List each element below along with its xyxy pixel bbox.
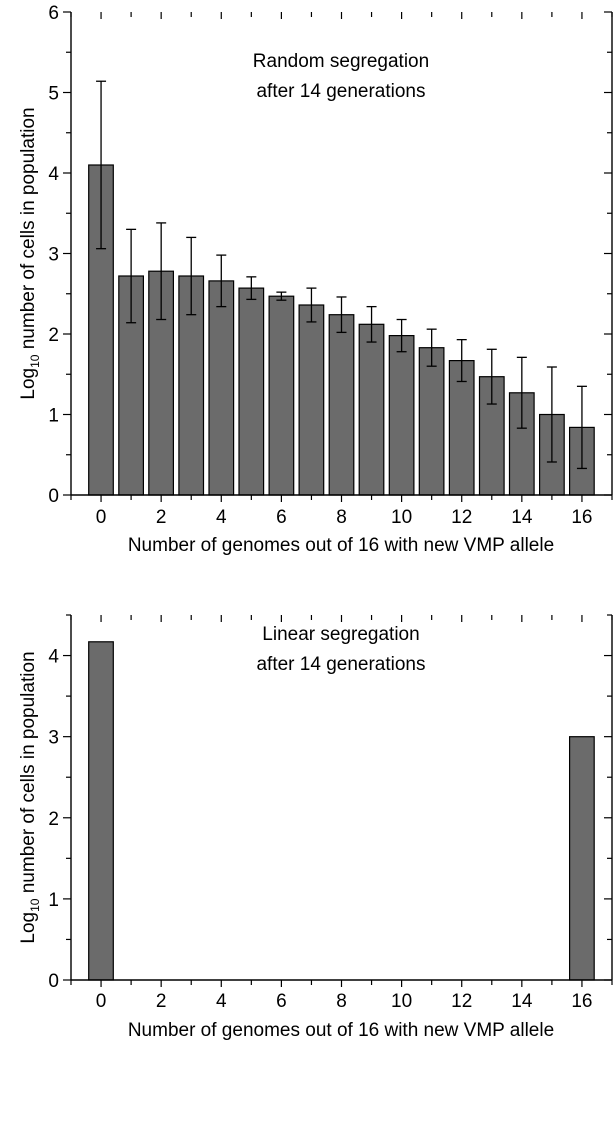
x-tick-label: 8 [336,991,347,1012]
bar-6 [268,295,295,496]
error-bar-12 [456,338,467,383]
x-tick-label: 12 [451,991,472,1012]
bar-16 [568,736,595,981]
annotation-line-2: after 14 generations [256,81,425,102]
x-tick-label: 2 [156,991,167,1012]
x-tick-label: 8 [336,507,347,528]
error-bar-7 [306,287,317,323]
bar-4 [208,280,235,496]
error-bar-10 [396,318,407,353]
x-tick-label: 0 [96,507,107,528]
x-axis-label: Number of genomes out of 16 with new VMP… [128,535,554,556]
bar-0 [88,641,114,981]
y-tick-label: 2 [48,809,59,830]
y-label-prefix: Log [18,368,39,400]
x-tick-label: 12 [451,507,472,528]
y-tick-label: 4 [48,647,59,668]
error-bar-3 [186,236,197,316]
y-label-prefix: Log [18,912,39,944]
error-bar-11 [426,328,437,367]
y-tick-label: 0 [48,971,59,992]
y-label-rest: number of cells in population [18,107,39,354]
bar-11 [418,347,445,496]
y-label-subscript: 10 [28,354,42,368]
error-bar-5 [246,276,257,301]
y-tick-label: 1 [48,890,59,911]
error-bar-6 [276,291,287,301]
x-tick-label: 14 [511,507,533,528]
y-tick-label: 0 [48,486,59,507]
x-tick-label: 4 [216,507,227,528]
x-tick-label: 10 [391,991,412,1012]
x-tick-label: 6 [276,991,287,1012]
error-bar-0 [96,80,107,250]
annotation-line-1: Linear segregation [262,624,419,645]
error-bar-9 [366,305,377,343]
x-tick-label: 4 [216,991,227,1012]
y-tick-label: 3 [48,245,59,266]
bar-3 [178,275,205,496]
error-bar-15 [546,366,557,463]
error-bar-1 [126,228,137,324]
bar-8 [328,314,355,496]
error-bar-8 [336,296,347,334]
x-tick-label: 16 [571,991,592,1012]
x-tick-label: 10 [391,507,412,528]
error-bar-13 [486,348,497,405]
y-tick-label: 4 [48,164,59,185]
y-tick-label: 5 [48,84,59,105]
x-axis-label: Number of genomes out of 16 with new VMP… [128,1020,554,1041]
bar-7 [298,304,325,496]
y-axis-label: Log10 number of cells in population [18,651,42,943]
annotation-line-2: after 14 generations [256,654,425,675]
bar-10 [388,335,415,496]
y-tick-label: 6 [48,3,59,24]
bar-9 [358,323,385,496]
y-tick-label: 1 [48,406,59,427]
x-tick-label: 0 [96,991,107,1012]
x-tick-label: 2 [156,507,167,528]
x-tick-label: 16 [571,507,592,528]
y-tick-label: 3 [48,728,59,749]
error-bar-16 [576,385,587,470]
y-axis-label: Log10 number of cells in population [18,107,42,399]
y-label-subscript: 10 [28,898,42,912]
x-tick-label: 14 [511,991,533,1012]
error-bar-14 [516,356,527,429]
annotation-line-1: Random segregation [253,51,429,72]
y-tick-label: 2 [48,325,59,346]
error-bar-4 [216,254,227,308]
error-bar-2 [156,222,167,321]
x-tick-label: 6 [276,507,287,528]
y-label-rest: number of cells in population [18,651,39,898]
bar-5 [238,287,265,496]
